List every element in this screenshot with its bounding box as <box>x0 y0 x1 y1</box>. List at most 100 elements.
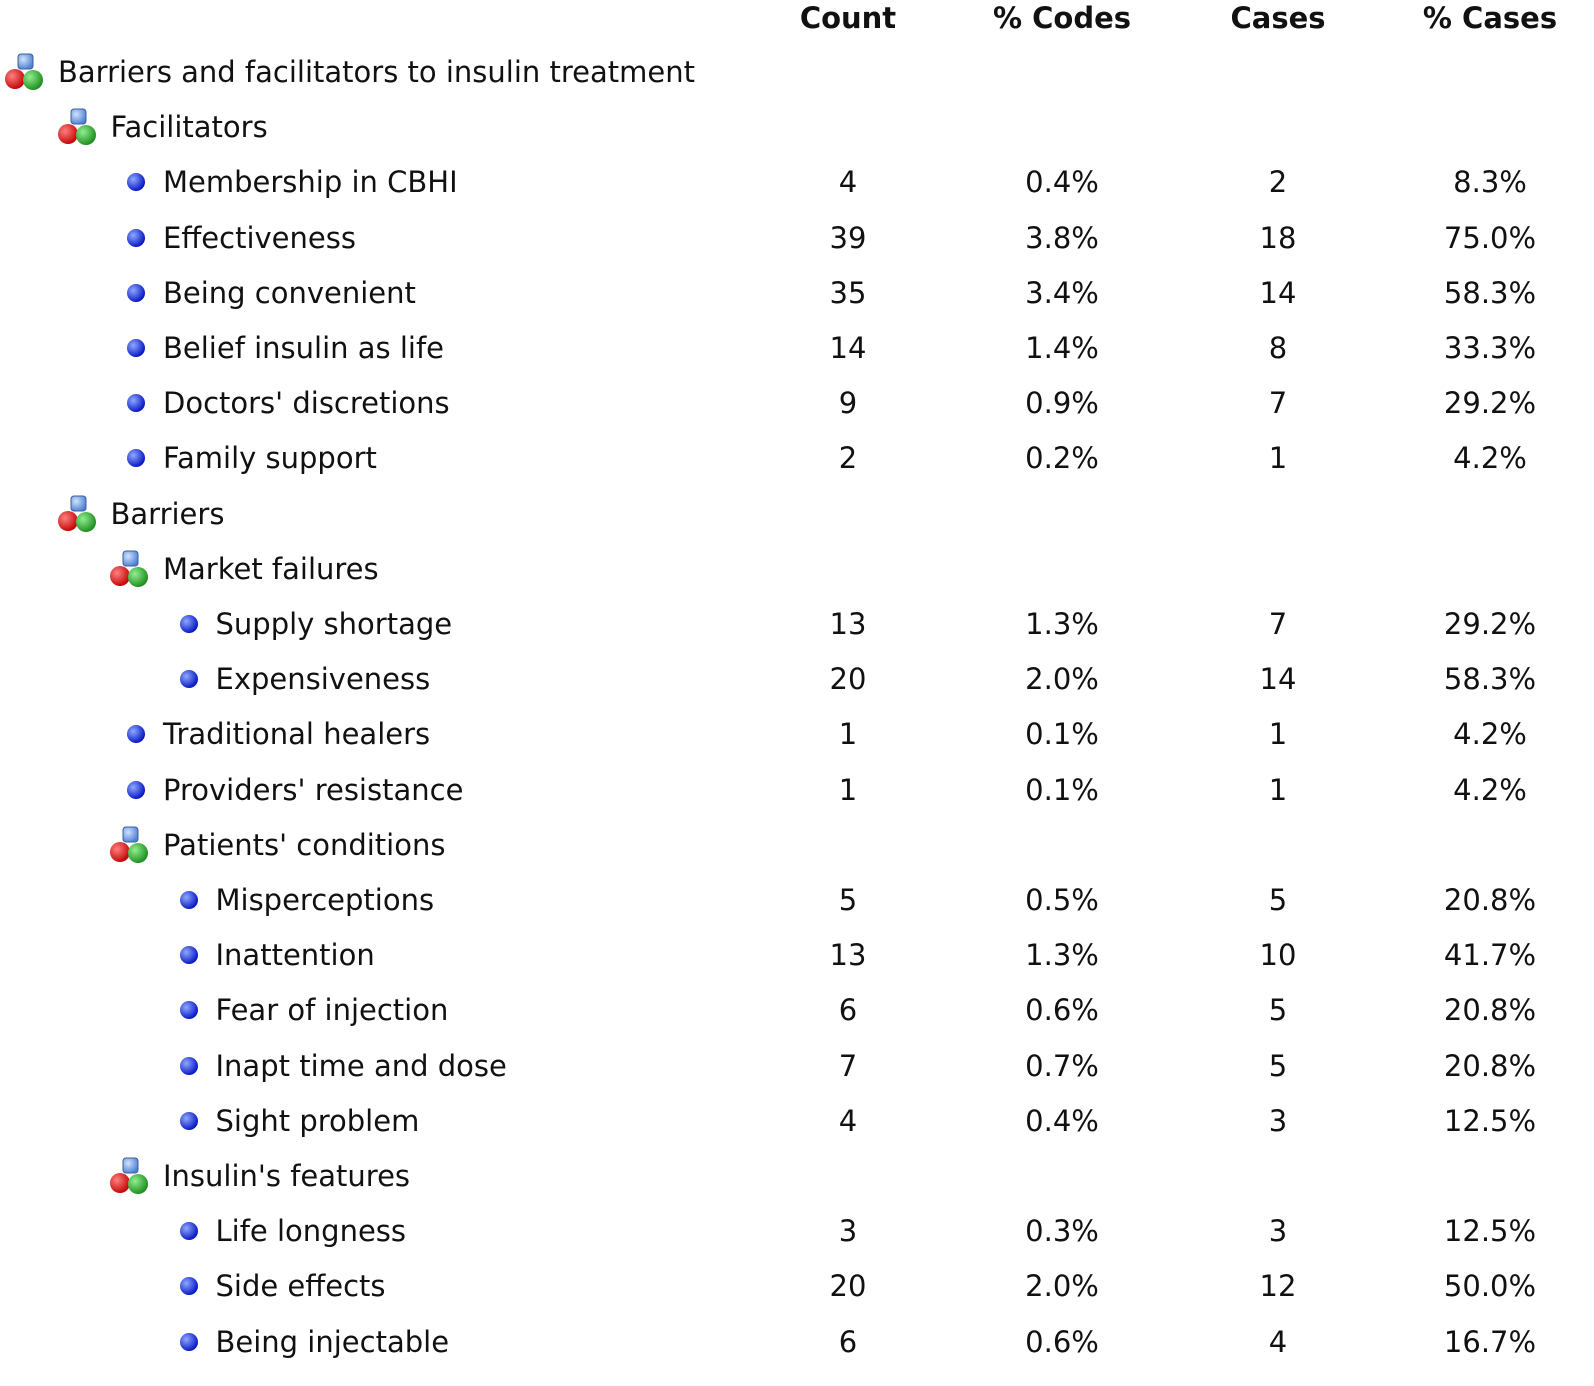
group-label[interactable]: Insulin's features <box>163 1159 411 1193</box>
value-cell: 20 <box>829 1269 867 1304</box>
code-label[interactable]: Being injectable <box>215 1324 450 1359</box>
column-header[interactable]: Count <box>799 1 897 35</box>
value-cell: 16.7% <box>1443 1324 1537 1359</box>
value-cell: 0.3% <box>1025 1214 1099 1249</box>
value-cell: 14 <box>829 331 867 365</box>
group-label[interactable]: Market failures <box>163 551 379 586</box>
value-cell: 0.2% <box>1025 441 1099 476</box>
code-label[interactable]: Being convenient <box>163 275 416 310</box>
value-cell: 3 <box>838 1214 858 1249</box>
code-label[interactable]: Belief insulin as life <box>163 331 445 365</box>
code-label[interactable]: Inattention <box>215 938 375 973</box>
code-icon <box>127 725 145 744</box>
code-label[interactable]: Expensiveness <box>215 662 431 697</box>
code-label[interactable]: Sight problem <box>215 1103 420 1138</box>
value-cell: 12 <box>1259 1269 1297 1304</box>
value-cell: 2 <box>1268 165 1288 200</box>
code-label[interactable]: Inapt time and dose <box>215 1048 507 1083</box>
value-cell: 7 <box>1268 386 1288 421</box>
value-cell: 5 <box>1268 1048 1288 1083</box>
value-cell: 50.0% <box>1443 1269 1537 1304</box>
group-label[interactable]: Facilitators <box>110 110 268 145</box>
code-icon <box>127 339 145 357</box>
value-cell: 7 <box>838 1048 858 1083</box>
value-cell: 7 <box>1268 607 1288 641</box>
code-label[interactable]: Effectiveness <box>163 220 356 255</box>
value-cell: 4.2% <box>1453 717 1527 752</box>
value-cell: 12.5% <box>1443 1103 1537 1138</box>
code-icon <box>179 1111 198 1130</box>
code-label[interactable]: Side effects <box>215 1269 386 1304</box>
value-cell: 1 <box>838 772 858 807</box>
value-cell: 13 <box>829 607 867 641</box>
value-cell: 4 <box>838 165 858 200</box>
value-cell: 4 <box>1268 1324 1288 1359</box>
code-icon <box>179 670 198 689</box>
value-cell: 1 <box>1268 717 1288 752</box>
code-label[interactable]: Traditional healers <box>163 717 431 752</box>
value-cell: 3.4% <box>1025 275 1099 310</box>
code-label[interactable]: Misperceptions <box>215 883 435 917</box>
value-cell: 20.8% <box>1443 883 1537 917</box>
value-cell: 35 <box>829 275 867 310</box>
value-cell: 0.7% <box>1025 1048 1099 1083</box>
code-icon <box>179 615 198 633</box>
value-cell: 20.8% <box>1443 993 1537 1028</box>
value-cell: 29.2% <box>1443 386 1537 421</box>
value-cell: 29.2% <box>1443 607 1537 641</box>
value-cell: 1 <box>1268 441 1288 476</box>
value-cell: 58.3% <box>1443 662 1537 697</box>
value-cell: 20.8% <box>1443 1048 1537 1083</box>
code-icon <box>127 283 145 302</box>
value-cell: 14 <box>1259 275 1297 310</box>
group-label[interactable]: Barriers and facilitators to insulin tre… <box>58 55 695 89</box>
value-cell: 14 <box>1259 662 1297 697</box>
group-icon <box>110 1157 148 1194</box>
code-icon <box>179 946 198 965</box>
code-label[interactable]: Membership in CBHI <box>163 165 458 200</box>
value-cell: 0.1% <box>1025 717 1099 752</box>
value-cell: 58.3% <box>1443 275 1537 310</box>
value-cell: 1 <box>838 717 858 752</box>
code-icon <box>179 1222 198 1241</box>
code-label[interactable]: Doctors' discretions <box>163 386 450 421</box>
value-cell: 0.4% <box>1025 1103 1099 1138</box>
value-cell: 3 <box>1268 1214 1288 1249</box>
column-header[interactable]: % Cases <box>1422 1 1558 35</box>
code-icon <box>127 780 145 799</box>
value-cell: 0.6% <box>1025 993 1099 1028</box>
value-cell: 1.3% <box>1025 607 1099 641</box>
group-icon <box>57 108 96 146</box>
value-cell: 18 <box>1259 220 1297 255</box>
column-header[interactable]: Cases <box>1230 1 1326 35</box>
column-header[interactable]: % Codes <box>992 1 1132 35</box>
group-label[interactable]: Barriers <box>110 496 225 531</box>
code-icon <box>127 449 145 468</box>
value-cell: 6 <box>838 1324 858 1359</box>
value-cell: 75.0% <box>1443 220 1537 255</box>
group-icon <box>5 53 43 90</box>
value-cell: 0.1% <box>1025 772 1099 807</box>
value-cell: 0.4% <box>1025 165 1099 200</box>
value-cell: 4.2% <box>1453 772 1527 807</box>
value-cell: 6 <box>838 993 858 1028</box>
value-cell: 4 <box>838 1103 858 1138</box>
code-icon <box>179 1056 198 1075</box>
code-label[interactable]: Providers' resistance <box>163 772 464 807</box>
value-cell: 4.2% <box>1453 441 1527 476</box>
value-cell: 1 <box>1268 772 1288 807</box>
code-label[interactable]: Family support <box>163 441 377 476</box>
group-label[interactable]: Patients' conditions <box>163 827 446 862</box>
value-cell: 1.3% <box>1025 938 1099 973</box>
value-cell: 8 <box>1268 331 1288 365</box>
value-cell: 41.7% <box>1443 938 1537 973</box>
value-cell: 9 <box>838 386 858 421</box>
value-cell: 5 <box>1268 993 1288 1028</box>
code-label[interactable]: Supply shortage <box>215 607 453 641</box>
value-cell: 33.3% <box>1443 331 1537 365</box>
code-icon <box>179 891 198 909</box>
code-label[interactable]: Life longness <box>215 1214 407 1249</box>
code-icon <box>179 1277 198 1296</box>
value-cell: 2.0% <box>1025 1269 1099 1304</box>
code-label[interactable]: Fear of injection <box>215 993 449 1028</box>
